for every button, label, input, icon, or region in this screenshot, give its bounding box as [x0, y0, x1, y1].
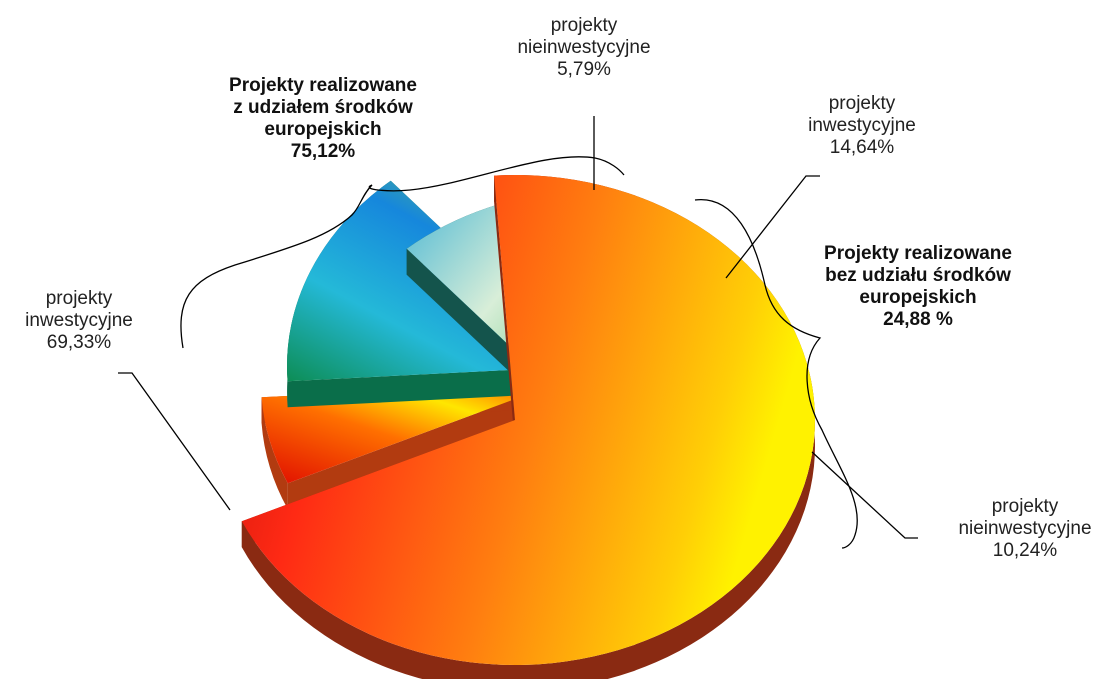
label-non-eu-investment: projekty inwestycyjne 14,64%	[808, 93, 916, 158]
label-eu-investment-line: inwestycyjne	[25, 310, 133, 331]
group-label-non-eu: Projekty realizowane bez udziału środków e…	[824, 243, 1012, 330]
label-eu-investment: projekty inwestycyjne 69,33%	[25, 288, 133, 353]
leader-non-eu-non-investment	[811, 451, 918, 539]
pie-annotations: projekty inwestycyjne 69,33%projekty nieinw…	[25, 15, 1091, 561]
leader-eu-investment	[118, 372, 231, 511]
group-label-eu-line: europejskich	[264, 119, 381, 140]
label-non-eu-investment-line: inwestycyjne	[808, 115, 916, 136]
slice-top	[261, 382, 561, 484]
slice-outer-wall	[261, 397, 288, 510]
group-label-non-eu-line: europejskich	[859, 287, 976, 308]
label-eu-non-investment: projekty nieinwestycyjne 5,79%	[517, 15, 650, 80]
slice-side-wall	[287, 382, 561, 510]
group-label-non-eu-line: 24,88 %	[883, 309, 953, 330]
group-label-eu: Projekty realizowane z udziałem środków eu…	[229, 75, 417, 162]
label-non-eu-non-investment: projekty nieinwestycyjne 10,24%	[958, 496, 1091, 561]
label-non-eu-investment-line: projekty	[829, 93, 896, 114]
pie-slice-eu-investment	[241, 174, 816, 679]
label-non-eu-non-investment-line: projekty	[992, 496, 1059, 517]
slice-top	[241, 174, 816, 665]
slice-side-wall	[494, 175, 515, 446]
brace-non-eu	[694, 199, 858, 549]
label-eu-investment-line: 69,33%	[47, 332, 112, 353]
group-label-eu-line: 75,12%	[291, 141, 356, 162]
label-eu-non-investment-line: projekty	[551, 15, 618, 36]
label-non-eu-non-investment-line: nieinwestycyjne	[958, 518, 1091, 539]
label-eu-non-investment-line: 5,79%	[557, 59, 611, 80]
group-label-non-eu-line: Projekty realizowane	[824, 243, 1012, 264]
label-eu-investment-line: projekty	[46, 288, 113, 309]
brace-eu	[180, 156, 625, 349]
group-label-non-eu-line: bez udziału środków	[825, 265, 1011, 286]
group-label-eu-line: Projekty realizowane	[229, 75, 417, 96]
pie-slice-eu-non-investment	[261, 382, 561, 510]
label-non-eu-non-investment-line: 10,24%	[993, 540, 1058, 561]
label-non-eu-investment-line: 14,64%	[830, 137, 895, 158]
pie-slices	[241, 174, 816, 679]
group-label-eu-line: z udziałem środków	[233, 97, 413, 118]
label-eu-non-investment-line: nieinwestycyjne	[517, 37, 650, 58]
